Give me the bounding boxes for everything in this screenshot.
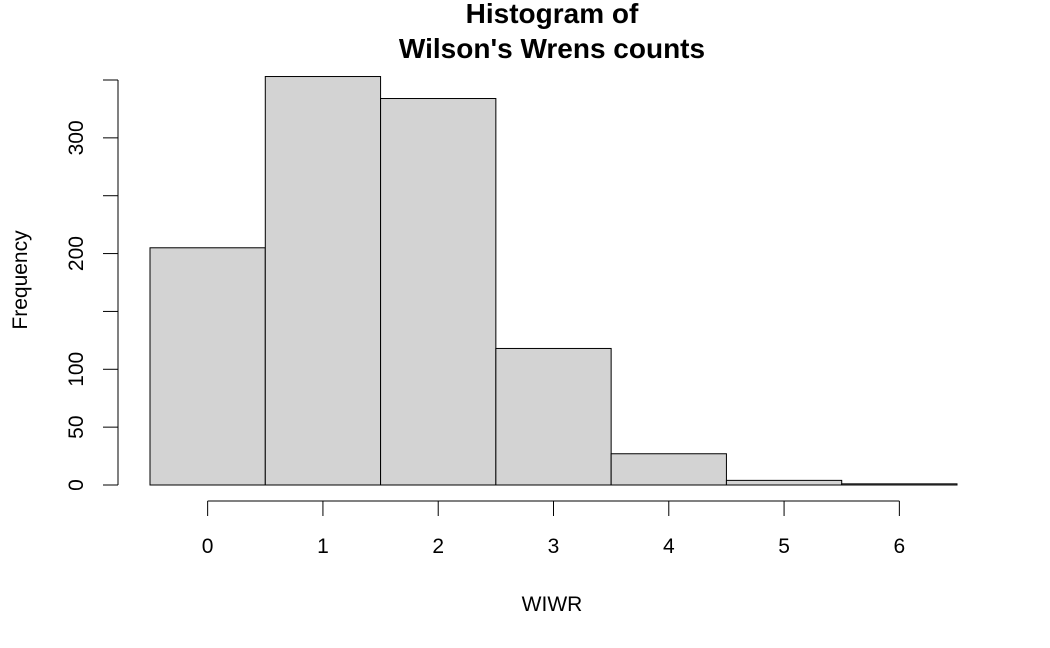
bar-3 [495, 347, 612, 486]
chart-title-line-2: Wilson's Wrens counts [399, 33, 705, 64]
bar-5 [725, 479, 843, 486]
y-tick-label: 100 [65, 352, 88, 387]
y-tick-label: 300 [65, 120, 88, 155]
x-axis-label: WIWR [522, 593, 583, 616]
bar-4 [610, 453, 727, 486]
x-tick-label: 3 [548, 535, 560, 558]
bar-0 [149, 247, 266, 486]
x-tick-label: 2 [432, 535, 444, 558]
y-axis: 0 50 100 200 300 [65, 79, 119, 491]
chart-title-line-1: Histogram of [466, 0, 639, 29]
x-axis: 0 1 2 3 4 5 6 [202, 500, 906, 558]
x-tick-label: 6 [894, 535, 906, 558]
x-tick-label: 0 [202, 535, 214, 558]
x-tick-label: 4 [663, 535, 675, 558]
x-tick-label: 5 [778, 535, 790, 558]
bar-1 [264, 76, 382, 486]
x-tick-label: 1 [317, 535, 329, 558]
y-tick-label: 50 [65, 415, 88, 438]
y-tick-label: 200 [65, 236, 88, 271]
histogram-bars [149, 76, 958, 486]
bar-2 [380, 98, 497, 486]
y-tick-label: 0 [65, 479, 88, 491]
bar-6 [841, 483, 958, 486]
y-axis-label: Frequency [9, 230, 32, 330]
